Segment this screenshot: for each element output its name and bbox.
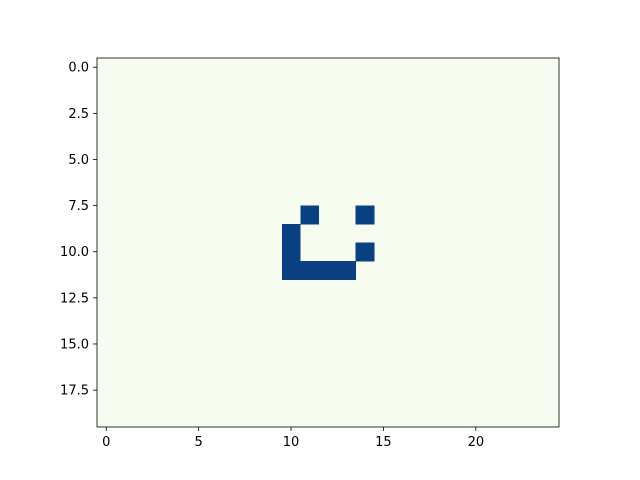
plot-area [97,58,559,427]
y-tick-label: 10.0 [60,245,89,260]
x-tick-label: 5 [194,435,202,450]
heatmap-cell-10-14 [355,242,375,262]
heatmap-cell-8-11 [300,205,320,225]
y-axis: 0.0 2.5 5.0 7.5 10.0 12.5 15.0 17.5 [60,61,97,399]
y-tick-label: 0.0 [68,61,89,76]
heatmap-cell-11-12 [318,260,338,280]
x-axis: 0 5 10 15 20 [102,427,484,450]
y-tick-label: 5.0 [68,153,89,168]
x-tick-label: 20 [468,435,485,450]
x-tick-label: 10 [283,435,300,450]
y-tick-label: 17.5 [60,384,89,399]
y-tick-label: 12.5 [60,291,89,306]
y-tick-label: 7.5 [68,199,89,214]
y-tick-label: 15.0 [60,337,89,352]
heatmap-cell-11-13 [337,260,357,280]
heatmap-cell-11-10 [281,260,301,280]
heatmap-cell-11-11 [300,260,320,280]
y-tick-label: 2.5 [68,107,89,122]
x-tick-label: 15 [375,435,392,450]
heatmap-cell-10-10 [281,242,301,262]
heatmap-cell-8-14 [355,205,375,225]
heatmap-background-cells [97,58,559,427]
x-tick-label: 0 [102,435,110,450]
axes-frame [96,57,560,428]
heatmap-cell-9-10 [281,224,301,243]
